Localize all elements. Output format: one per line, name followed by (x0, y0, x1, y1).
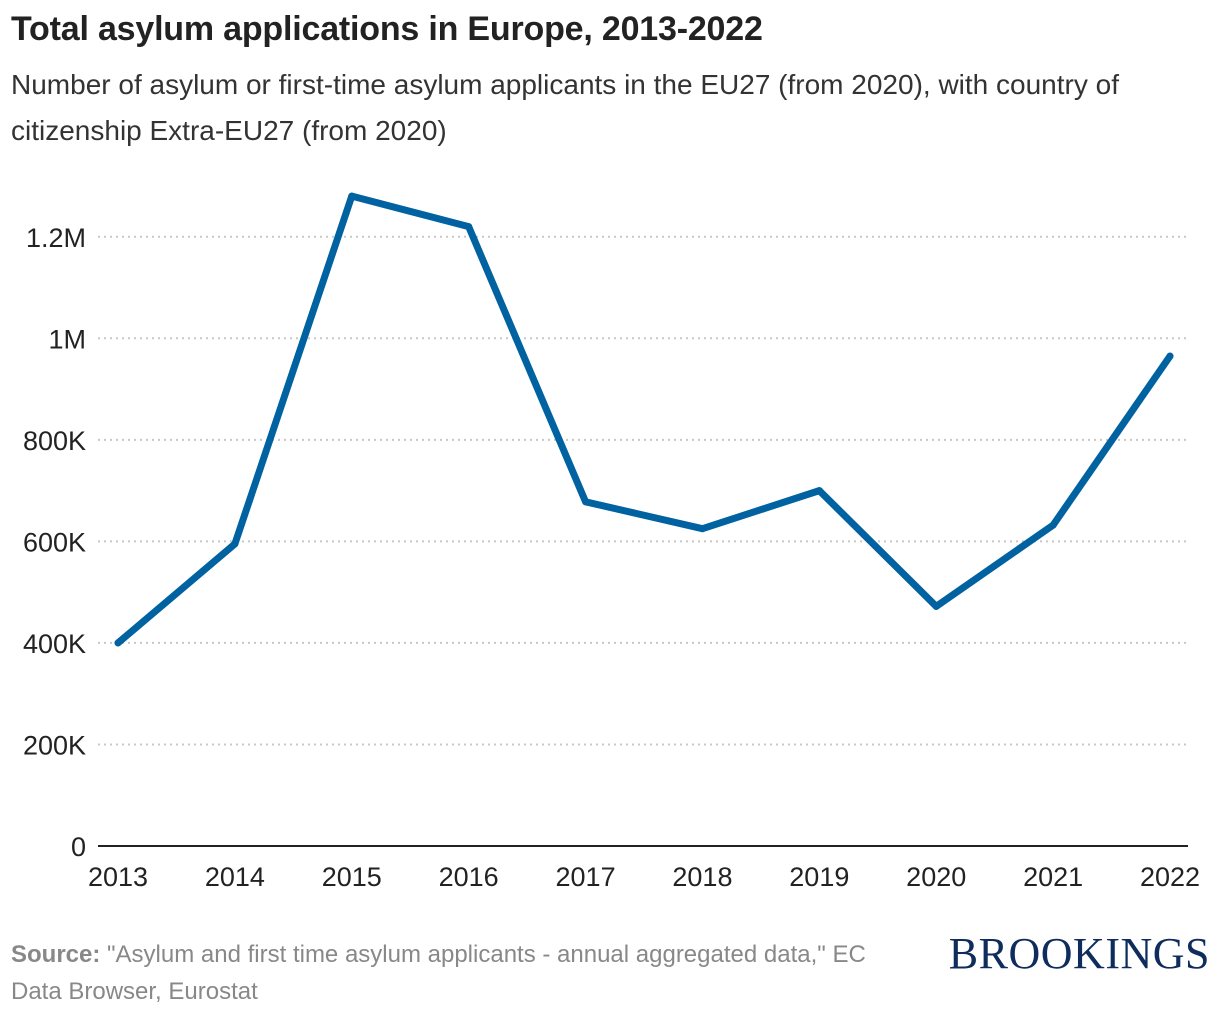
y-tick-label: 0 (71, 832, 86, 862)
source-label: Source: (11, 941, 101, 968)
y-tick-label: 600K (23, 527, 86, 557)
y-tick-label: 200K (23, 730, 86, 760)
source-text: "Asylum and first time asylum applicants… (11, 941, 866, 1005)
x-tick-label: 2014 (205, 862, 265, 892)
x-tick-label: 2019 (789, 862, 849, 892)
y-tick-label: 1M (48, 324, 86, 354)
line-chart: 0 200K 400K 600K 800K 1M 1.2M 2013 2014 2015 2016… (23, 192, 1200, 892)
x-tick-label: 2022 (1140, 862, 1200, 892)
chart-title: Total asylum applications in Europe, 201… (11, 10, 763, 48)
data-point (932, 602, 940, 610)
x-axis-ticks: 2013 2014 2015 2016 2017 2018 2019 2020 2021 2022 (88, 862, 1200, 892)
data-point (815, 487, 823, 495)
source-note: Source: "Asylum and first time asylum ap… (11, 936, 911, 1010)
brookings-logo: BROOKINGS (948, 929, 1210, 978)
x-tick-label: 2018 (672, 862, 732, 892)
gridlines (98, 235, 1188, 746)
y-tick-label: 800K (23, 426, 86, 456)
data-point (231, 540, 239, 548)
y-tick-label: 400K (23, 629, 86, 659)
data-point (114, 639, 122, 647)
data-point (348, 192, 356, 200)
data-point (698, 525, 706, 533)
y-axis-ticks: 0 200K 400K 600K 800K 1M 1.2M (23, 223, 86, 862)
x-tick-label: 2020 (906, 862, 966, 892)
data-point (1049, 521, 1057, 529)
data-point (1166, 352, 1174, 360)
x-tick-label: 2016 (439, 862, 499, 892)
chart-subtitle: Number of asylum or first-time asylum ap… (11, 69, 1119, 146)
x-tick-label: 2015 (322, 862, 382, 892)
x-tick-label: 2021 (1023, 862, 1083, 892)
series-layer (114, 192, 1174, 647)
data-point (465, 223, 473, 231)
series-line (114, 192, 1174, 647)
data-point (582, 498, 590, 506)
x-tick-label: 2017 (556, 862, 616, 892)
x-tick-label: 2013 (88, 862, 148, 892)
y-tick-label: 1.2M (26, 223, 86, 253)
